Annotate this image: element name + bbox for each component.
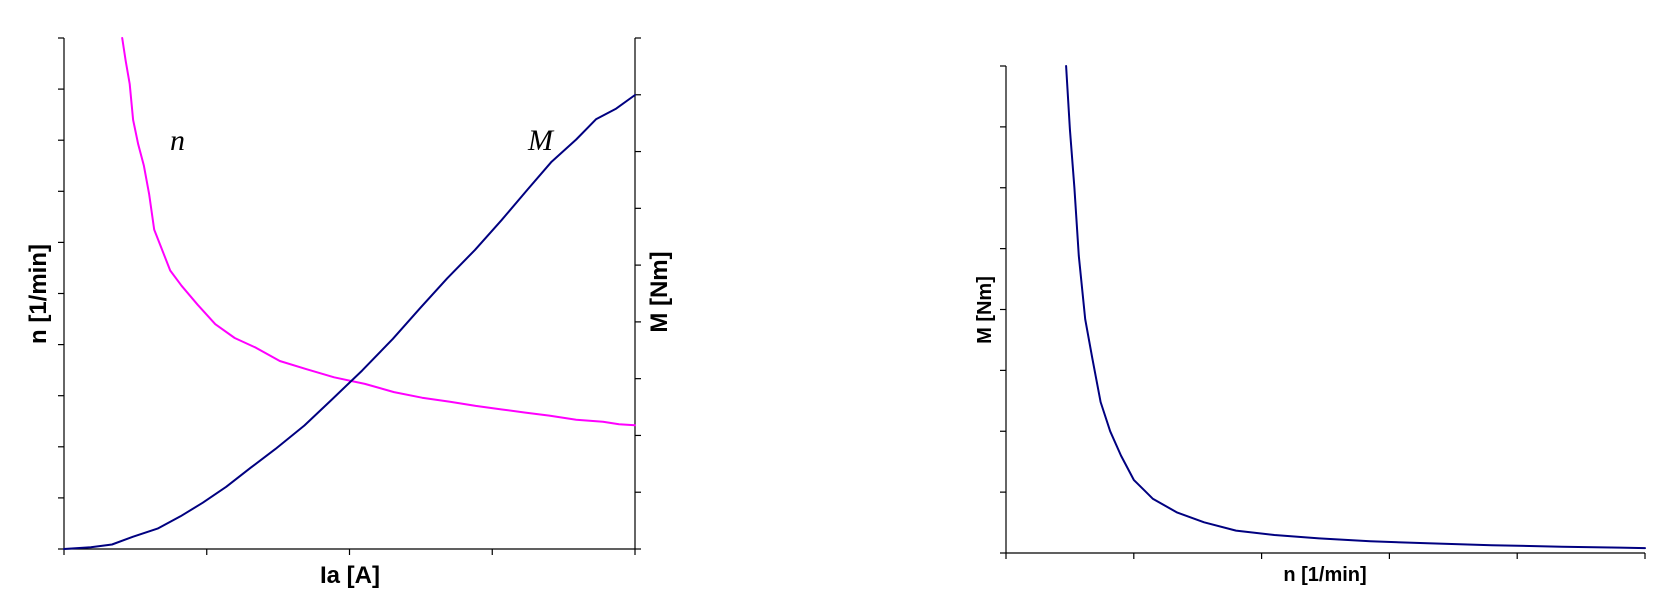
chart-1-current-characteristics: Ia [A] n [1/min] M [Nm] n M bbox=[25, 37, 673, 589]
chart-2-torque-speed: n [1/min] M [Nm] bbox=[974, 65, 1646, 586]
chart-1-series-group bbox=[63, 37, 636, 550]
chart-1-curve-label-m: M bbox=[527, 124, 555, 157]
chart-1-ticks bbox=[58, 37, 641, 555]
chart-1-left-y-axis-title: n [1/min] bbox=[25, 244, 52, 344]
chart-1-series-n-line bbox=[121, 37, 636, 427]
chart-2-series-m-line bbox=[1065, 65, 1646, 550]
chart-1-right-y-axis-title: M [Nm] bbox=[646, 251, 673, 332]
chart-1-series-m-line bbox=[63, 94, 636, 550]
chart-2-x-axis-title: n [1/min] bbox=[1283, 564, 1366, 586]
chart-2-series-group bbox=[1065, 65, 1646, 550]
chart-2-ticks bbox=[1000, 65, 1646, 559]
chart-1-x-axis-title: Ia [A] bbox=[320, 562, 380, 589]
chart-2-y-axis-title: M [Nm] bbox=[974, 276, 996, 344]
chart-1-curve-label-n: n bbox=[170, 124, 185, 157]
